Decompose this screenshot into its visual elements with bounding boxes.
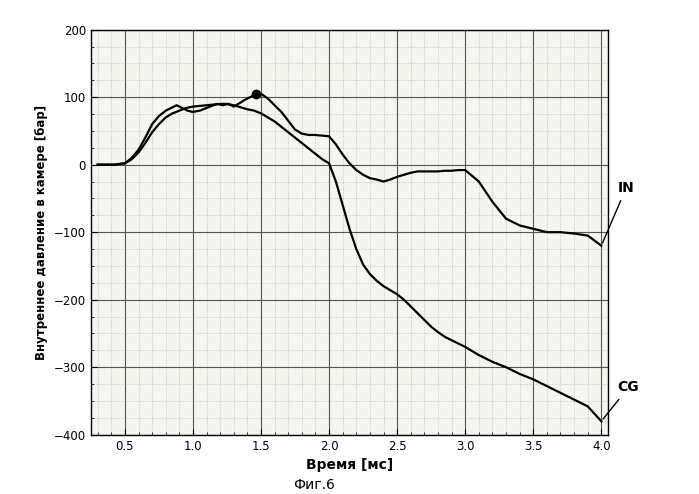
Text: IN: IN bbox=[603, 181, 635, 243]
Text: CG: CG bbox=[603, 380, 640, 419]
X-axis label: Время [мс]: Время [мс] bbox=[306, 458, 393, 472]
Text: Фиг.6: Фиг.6 bbox=[294, 478, 336, 492]
Y-axis label: Внутреннее давление в камере [бар]: Внутреннее давление в камере [бар] bbox=[36, 105, 48, 360]
